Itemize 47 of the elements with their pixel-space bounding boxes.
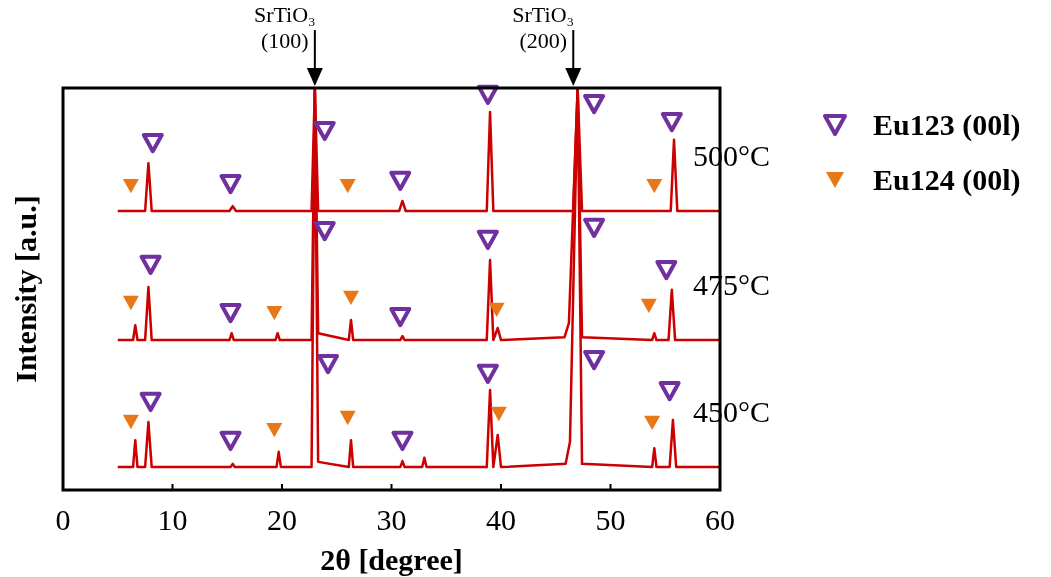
point <box>219 430 242 452</box>
point <box>655 260 678 281</box>
point <box>339 410 356 426</box>
x-tick-label: 20 <box>267 503 297 536</box>
point <box>583 350 606 371</box>
point <box>122 295 139 311</box>
point <box>644 415 661 431</box>
point <box>339 178 356 194</box>
point <box>141 132 164 154</box>
point <box>139 254 162 275</box>
point <box>266 305 283 321</box>
point <box>266 422 283 438</box>
point <box>313 120 336 142</box>
point <box>316 354 339 375</box>
x-tick-label: 30 <box>376 503 407 536</box>
point <box>342 290 359 306</box>
x-tick-label: 0 <box>55 503 71 536</box>
point <box>313 221 336 242</box>
annotation: SrTiO₃ (100) <box>253 2 316 53</box>
point <box>476 229 499 251</box>
x-tick-label: 50 <box>595 503 626 536</box>
annotation: SrTiO₃ (200) <box>512 2 575 53</box>
point <box>219 303 242 324</box>
point <box>122 178 139 194</box>
point <box>490 406 507 422</box>
point <box>583 217 606 238</box>
point <box>583 93 606 115</box>
point <box>122 414 139 430</box>
point <box>139 391 162 413</box>
point <box>488 302 505 318</box>
x-tick-label: 10 <box>157 503 188 536</box>
point <box>476 363 499 384</box>
y-axis-title: Intensity [a.u.] <box>9 195 42 383</box>
x-axis-title: 2θ [degree] <box>320 543 463 576</box>
point <box>389 307 412 328</box>
point <box>476 84 499 105</box>
legend-label: Eu123 (00l) <box>873 108 1021 142</box>
point <box>660 112 683 133</box>
x-tick-label: 60 <box>705 503 735 536</box>
point <box>640 298 657 314</box>
point <box>646 178 663 194</box>
point <box>658 381 681 402</box>
point <box>391 430 414 452</box>
point <box>389 170 412 191</box>
legend-label: Eu124 (00l) <box>873 163 1021 197</box>
x-tick-label: 40 <box>486 503 516 536</box>
point <box>219 173 242 195</box>
